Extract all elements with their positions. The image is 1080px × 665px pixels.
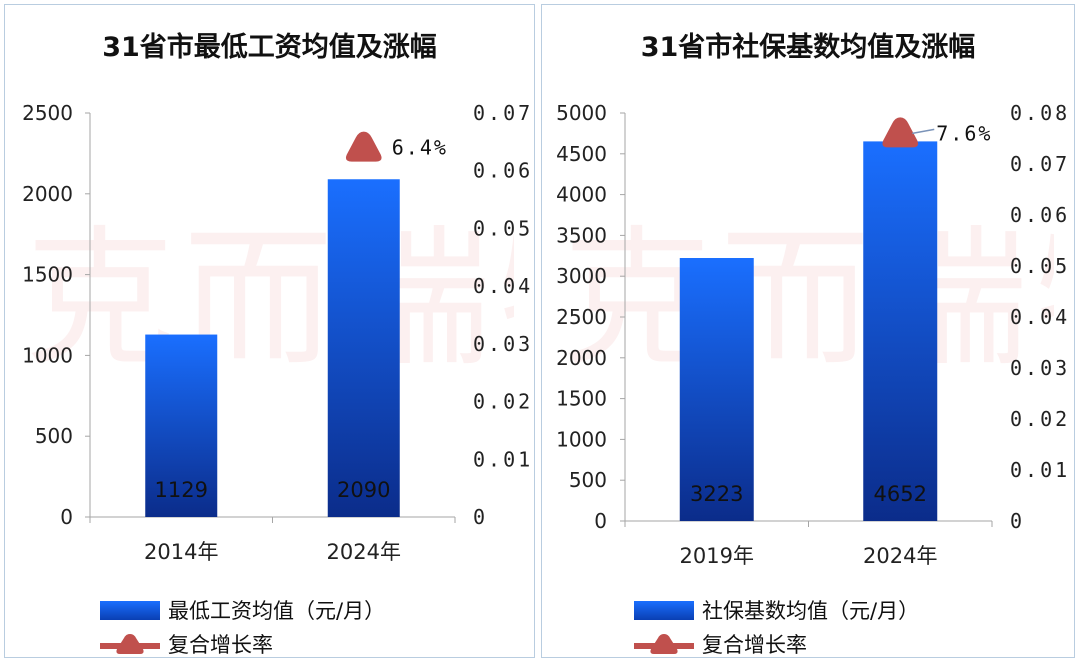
marker-data-label: 6.4% bbox=[392, 136, 448, 160]
y-tick-label-left: 2500 bbox=[22, 101, 73, 125]
legend-item-marker: 复合增长率 bbox=[100, 629, 273, 659]
y-tick-label-right: 0.07 bbox=[473, 101, 533, 125]
marker-leader-line bbox=[912, 128, 935, 135]
y-tick-label-left: 2000 bbox=[556, 346, 607, 370]
y-tick-label-right: 0 bbox=[1010, 509, 1025, 533]
y-tick-label-left: 3500 bbox=[556, 223, 607, 247]
growth-marker bbox=[345, 131, 382, 162]
legend-bar-swatch bbox=[100, 600, 160, 620]
x-tick-label: 2024年 bbox=[863, 544, 937, 568]
y-tick-label-right: 0.06 bbox=[473, 159, 533, 183]
legend-label: 社保基数均值（元/月） bbox=[702, 599, 920, 623]
bar-data-label: 3223 bbox=[690, 482, 743, 506]
growth-marker bbox=[882, 117, 919, 148]
legend-marker-swatch bbox=[100, 634, 160, 654]
bar-data-label: 2090 bbox=[337, 478, 390, 502]
y-tick-label-left: 3000 bbox=[556, 264, 607, 288]
legend-bar-swatch bbox=[634, 600, 694, 620]
bar-data-label: 1129 bbox=[155, 478, 208, 502]
marker-data-label: 7.6% bbox=[936, 121, 992, 145]
y-tick-label-right: 0.01 bbox=[473, 447, 533, 471]
legend-item-bar: 最低工资均值（元/月） bbox=[100, 595, 385, 625]
y-tick-label-right: 0.01 bbox=[1010, 458, 1070, 482]
y-tick-label-right: 0.05 bbox=[473, 216, 533, 240]
y-tick-label-right: 0.02 bbox=[473, 390, 533, 414]
y-tick-label-right: 0.07 bbox=[1010, 152, 1070, 176]
y-tick-label-right: 0 bbox=[473, 505, 488, 529]
x-tick-label: 2024年 bbox=[327, 540, 401, 564]
y-tick-label-right: 0.03 bbox=[1010, 356, 1070, 380]
y-tick-label-left: 4000 bbox=[556, 183, 607, 207]
chart-plot-min-wage: 0 500 1000 1500 2000 2500 0 0.01 0.02 0.03 0.04 0.0… bbox=[22, 101, 533, 564]
y-tick-label-left: 2500 bbox=[556, 305, 607, 329]
y-tick-label-right: 0.03 bbox=[473, 332, 533, 356]
y-tick-label-right: 0.05 bbox=[1010, 254, 1070, 278]
chart-title: 31省市社保基数均值及涨幅 bbox=[640, 32, 976, 63]
y-tick-label-left: 5000 bbox=[556, 101, 607, 125]
bar bbox=[863, 141, 938, 522]
legend-item-bar: 社保基数均值（元/月） bbox=[634, 595, 919, 625]
bar bbox=[679, 258, 754, 521]
y-tick-label-left: 1000 bbox=[22, 343, 73, 367]
y-tick-label-right: 0.02 bbox=[1010, 407, 1070, 431]
y-tick-label-left: 500 bbox=[35, 424, 73, 448]
legend-marker-swatch bbox=[634, 634, 694, 654]
y-tick-label-left: 2000 bbox=[22, 182, 73, 206]
y-tick-label-right: 0.08 bbox=[1010, 101, 1070, 125]
legend-item-marker: 复合增长率 bbox=[634, 629, 807, 659]
y-tick-label-left: 500 bbox=[569, 468, 607, 492]
legend-label: 最低工资均值（元/月） bbox=[168, 599, 386, 623]
chart-panel-social-insurance: 克而瑞物管 31省市社保基数均值及涨幅 05001000150020002500… bbox=[541, 4, 1075, 658]
y-tick-label-left: 0 bbox=[60, 505, 73, 529]
y-tick-label-left: 1500 bbox=[556, 387, 607, 411]
y-tick-label-right: 0.04 bbox=[473, 274, 533, 298]
bar bbox=[145, 334, 218, 517]
legend-label: 复合增长率 bbox=[168, 633, 273, 657]
y-tick-label-right: 0.06 bbox=[1010, 203, 1070, 227]
legend-label: 复合增长率 bbox=[702, 633, 807, 657]
bar bbox=[327, 179, 400, 518]
chart-title: 31省市最低工资均值及涨幅 bbox=[102, 32, 437, 63]
y-tick-label-right: 0.04 bbox=[1010, 305, 1070, 329]
x-tick-label: 2019年 bbox=[680, 544, 754, 568]
y-tick-label-left: 0 bbox=[594, 509, 607, 533]
y-tick-label-left: 4500 bbox=[556, 142, 607, 166]
y-tick-label-left: 1000 bbox=[556, 427, 607, 451]
bar-data-label: 4652 bbox=[874, 482, 927, 506]
chart-panel-min-wage: 克而瑞物管 31省市最低工资均值及涨幅 05001000150020002500… bbox=[4, 4, 535, 658]
chart-plot-social-insurance: 0 500 1000 1500 2000 2500 3000 3500 4000 4500 5000… bbox=[556, 101, 1070, 568]
x-tick-label: 2014年 bbox=[144, 540, 218, 564]
y-tick-label-left: 1500 bbox=[22, 263, 73, 287]
